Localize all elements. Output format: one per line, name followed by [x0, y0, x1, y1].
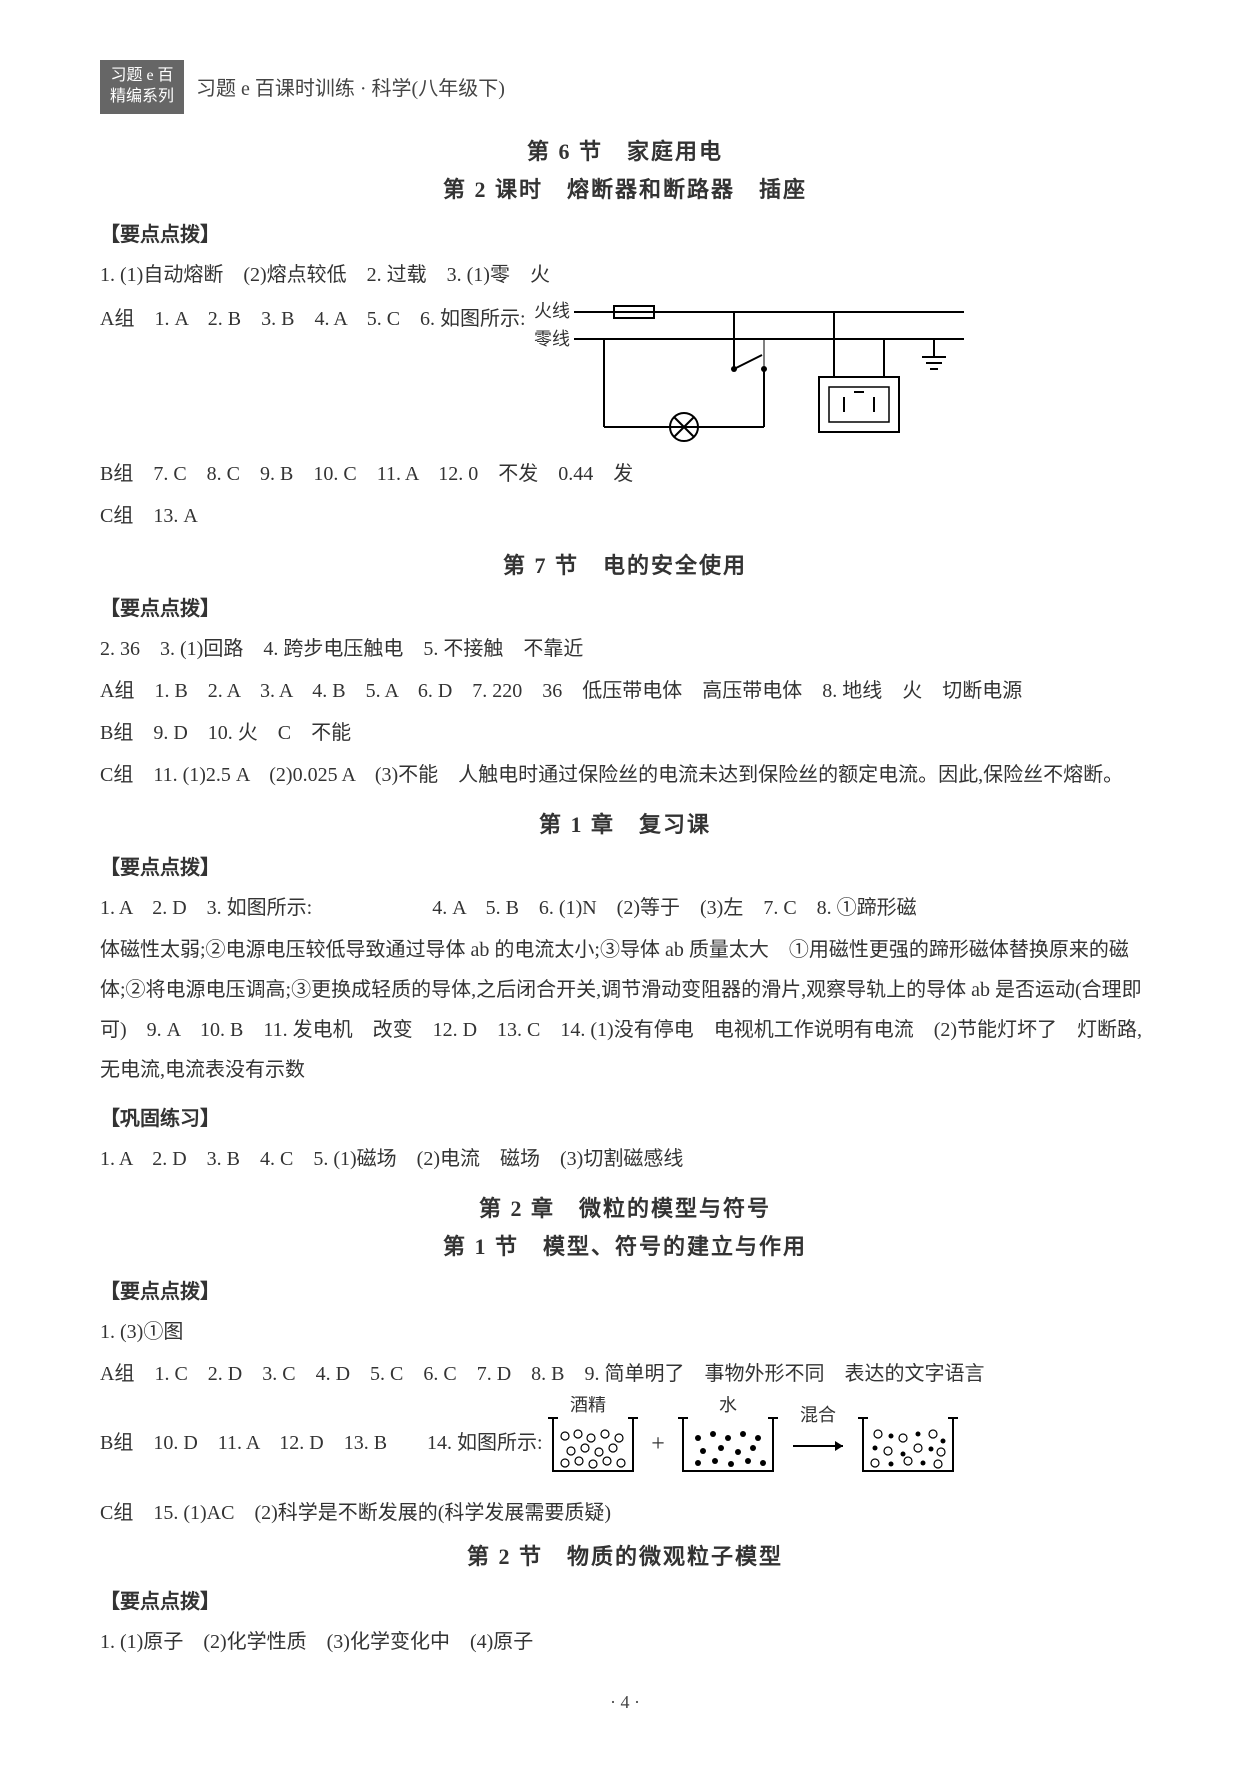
- section7-groupA: A组 1. B 2. A 3. A 4. B 5. A 6. D 7. 220 …: [100, 671, 1150, 711]
- beaker-diagram: 酒精 + 水 混合: [543, 1396, 1023, 1491]
- svg-text:水: 水: [719, 1396, 737, 1415]
- chapter2-section1-title: 第 1 节 模型、符号的建立与作用: [100, 1229, 1150, 1261]
- chapter1-practice-line: 1. A 2. D 3. B 4. C 5. (1)磁场 (2)电流 磁场 (3…: [100, 1139, 1150, 1179]
- section6-groupB: B组 7. C 8. C 9. B 10. C 11. A 12. 0 不发 0…: [100, 454, 1150, 494]
- section7-keypoints-line: 2. 36 3. (1)回路 4. 跨步电压触电 5. 不接触 不靠近: [100, 629, 1150, 669]
- section6-groupC: C组 13. A: [100, 496, 1150, 536]
- circuit-neutral-label: 零线: [534, 329, 570, 349]
- chapter2-section2-keypoints-line: 1. (1)原子 (2)化学性质 (3)化学变化中 (4)原子: [100, 1622, 1150, 1662]
- section7-groupC: C组 11. (1)2.5 A (2)0.025 A (3)不能 人触电时通过保…: [100, 755, 1150, 795]
- section6-groupA-row: A组 1. A 2. B 3. B 4. A 5. C 6. 如图所示: 火线 …: [100, 297, 1150, 452]
- svg-text:酒精: 酒精: [570, 1396, 606, 1415]
- badge-line1: 习题 e 百: [110, 66, 174, 87]
- section6-keypoints-line: 1. (1)自动熔断 (2)熔点较低 2. 过载 3. (1)零 火: [100, 255, 1150, 295]
- page-header: 习题 e 百 精编系列 习题 e 百课时训练 · 科学(八年级下): [100, 60, 1150, 114]
- section7-keypoints-label: 【要点点拨】: [100, 592, 1150, 621]
- chapter2-groupC: C组 15. (1)AC (2)科学是不断发展的(科学发展需要质疑): [100, 1493, 1150, 1533]
- chapter2-title: 第 2 章 微粒的模型与符号: [100, 1191, 1150, 1223]
- page-title: 习题 e 百课时训练 · 科学(八年级下): [196, 72, 505, 101]
- section6-keypoints-label: 【要点点拨】: [100, 218, 1150, 247]
- chapter1-review-line2: 体磁性太弱;②电源电压较低导致通过导体 ab 的电流太小;③导体 ab 质量太大…: [100, 930, 1150, 1090]
- chapter1-practice-label: 【巩固练习】: [100, 1102, 1150, 1131]
- chapter2-groupB-row: B组 10. D 11. A 12. D 13. B 14. 如图所示: 酒精 …: [100, 1396, 1150, 1491]
- section6-subtitle: 第 2 课时 熔断器和断路器 插座: [100, 172, 1150, 204]
- chapter2-keypoints-label: 【要点点拨】: [100, 1275, 1150, 1304]
- section7-groupB: B组 9. D 10. 火 C 不能: [100, 713, 1150, 753]
- chapter1-review-line1: 1. A 2. D 3. 如图所示: 4. A 5. B 6. (1)N (2)…: [100, 888, 1150, 928]
- svg-text:+: +: [651, 1431, 665, 1457]
- badge-line2: 精编系列: [110, 87, 174, 108]
- series-badge: 习题 e 百 精编系列: [100, 60, 184, 114]
- chapter2-section2-title: 第 2 节 物质的微观粒子模型: [100, 1539, 1150, 1571]
- chapter2-keypoints-line: 1. (3)①图: [100, 1312, 1150, 1352]
- chapter1-review-title: 第 1 章 复习课: [100, 807, 1150, 839]
- svg-text:混合: 混合: [800, 1405, 836, 1425]
- chapter2-groupA: A组 1. C 2. D 3. C 4. D 5. C 6. C 7. D 8.…: [100, 1354, 1150, 1394]
- section7-title: 第 7 节 电的安全使用: [100, 548, 1150, 580]
- chapter2-groupB-prefix: B组 10. D 11. A 12. D 13. B 14. 如图所示:: [100, 1423, 543, 1463]
- page-number: · 4 ·: [100, 1692, 1150, 1713]
- chapter1-review-keypoints-label: 【要点点拨】: [100, 851, 1150, 880]
- section6-title: 第 6 节 家庭用电: [100, 134, 1150, 166]
- chapter2-section2-keypoints-label: 【要点点拨】: [100, 1585, 1150, 1614]
- circuit-diagram: 火线 零线: [534, 297, 974, 452]
- circuit-hot-label: 火线: [534, 301, 570, 321]
- chapter1-review-line1-text: 1. A 2. D 3. 如图所示: 4. A 5. B 6. (1)N (2)…: [100, 897, 917, 919]
- section6-groupA-prefix: A组 1. A 2. B 3. B 4. A 5. C 6. 如图所示:: [100, 299, 526, 339]
